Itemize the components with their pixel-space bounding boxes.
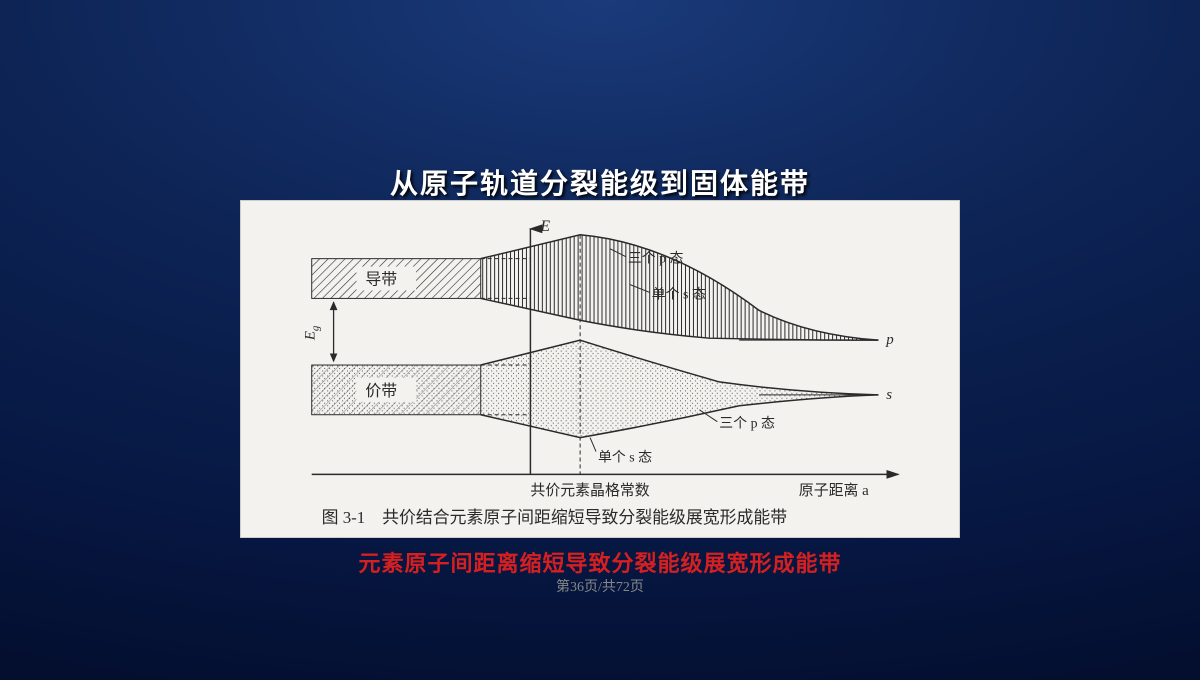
anno-bot-1s: 单个 s 态 bbox=[598, 449, 652, 465]
p-label: p bbox=[885, 332, 893, 348]
figure-caption: 图 3-1 共价结合元素原子间距缩短导致分裂能级展宽形成能带 bbox=[322, 508, 788, 527]
slide-caption-red: 元素原子间距离缩短导致分裂能级展宽形成能带 bbox=[0, 546, 1200, 578]
page-number: 第36页/共72页 bbox=[0, 576, 1200, 596]
valence-band-label: 价带 bbox=[365, 382, 397, 400]
anno-line-4 bbox=[590, 438, 596, 452]
energy-band-diagram: E 原子距离 a 共价元素晶格常数 导带 价带 Eg p s bbox=[241, 201, 959, 537]
bandgap-label: Eg bbox=[303, 325, 322, 341]
conduction-band-label: 导带 bbox=[365, 271, 397, 289]
anno-top-1s: 单个 s 态 bbox=[652, 286, 706, 302]
valence-region bbox=[481, 340, 879, 437]
y-axis-label: E bbox=[539, 218, 550, 235]
x-axis-mid-label: 共价元素晶格常数 bbox=[530, 482, 649, 499]
s-label: s bbox=[886, 387, 892, 403]
figure-container: E 原子距离 a 共价元素晶格常数 导带 价带 Eg p s bbox=[240, 200, 960, 538]
x-axis-right-label: 原子距离 a bbox=[799, 482, 869, 499]
anno-top-3p: 三个 p 态 bbox=[628, 251, 684, 267]
anno-bot-3p: 三个 p 态 bbox=[719, 416, 775, 432]
slide-title: 从原子轨道分裂能级到固体能带 bbox=[0, 162, 1200, 202]
